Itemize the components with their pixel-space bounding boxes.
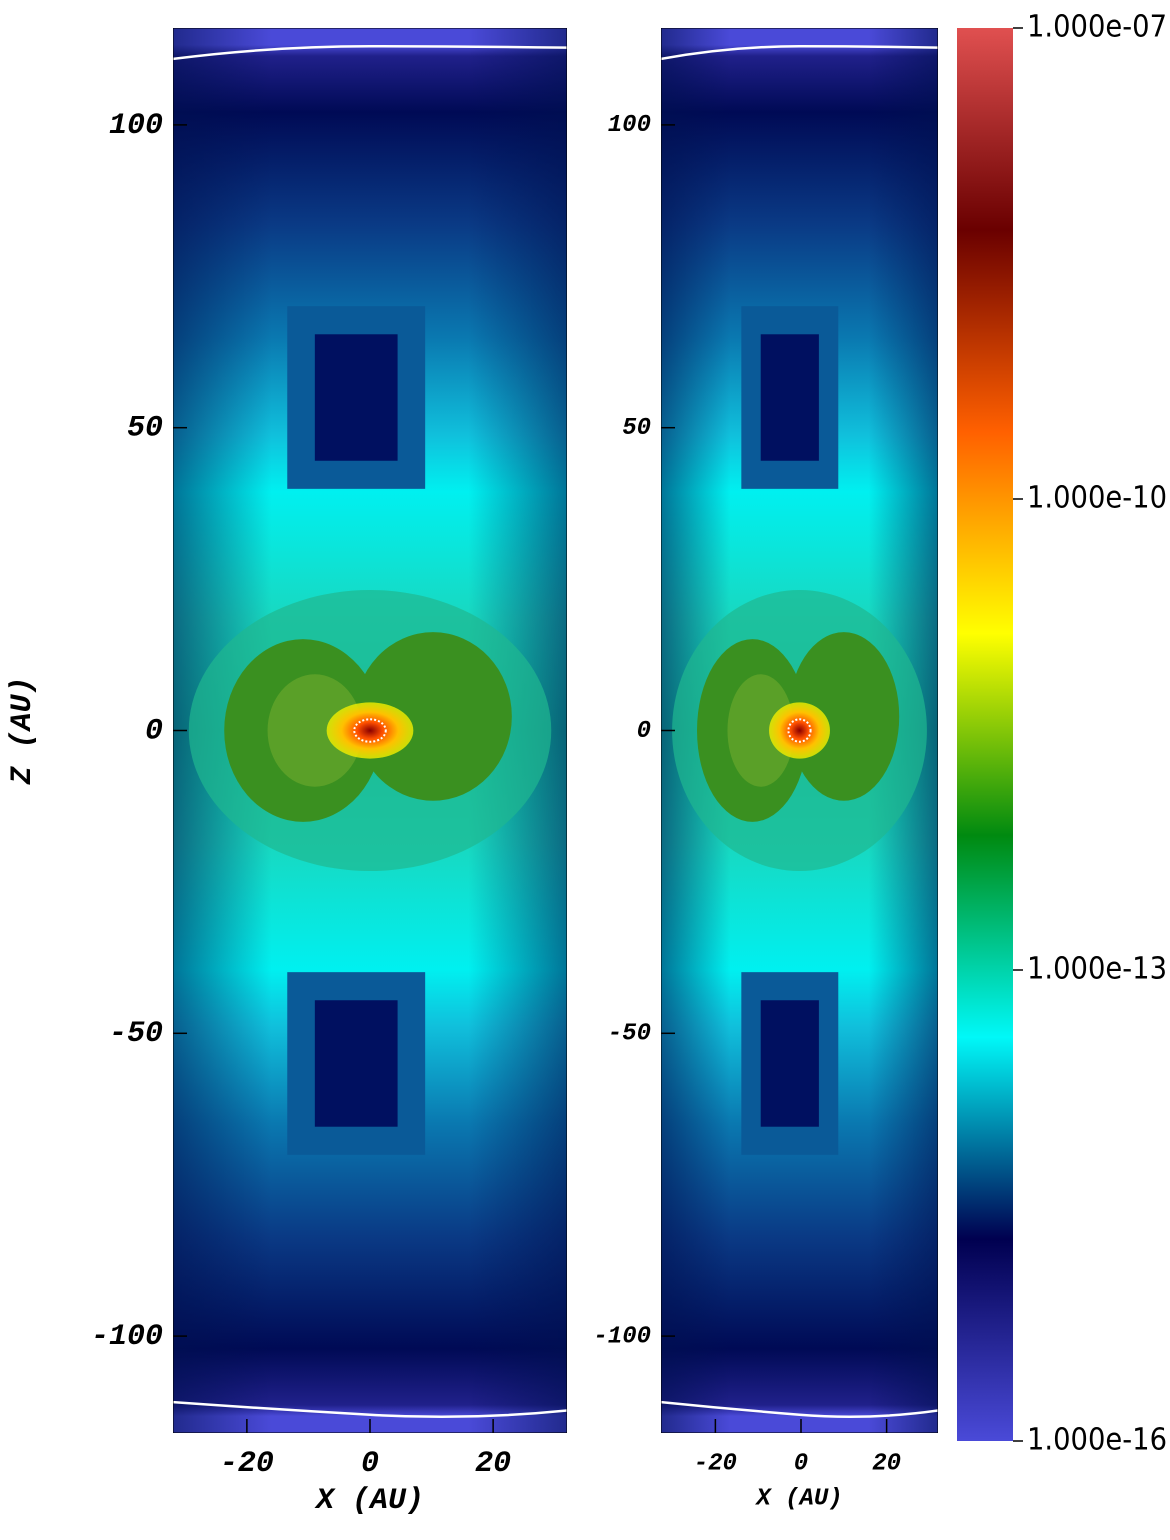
x-tick-label: 20 bbox=[475, 1447, 511, 1481]
x-tick-label: -20 bbox=[220, 1447, 274, 1481]
y-tick-label: 50 bbox=[622, 415, 651, 442]
x-tick-label: -20 bbox=[694, 1450, 737, 1477]
y-tick-label: 100 bbox=[608, 112, 651, 139]
colorbar-tick-label: 1.000e-10 bbox=[1027, 481, 1167, 516]
colorbar-tick-label: 1.000e-07 bbox=[1027, 10, 1167, 45]
x-tick-label: 0 bbox=[794, 1450, 808, 1477]
colorbar-tick-label: 1.000e-16 bbox=[1027, 1423, 1167, 1458]
x-tick-label: 20 bbox=[872, 1450, 901, 1477]
colorbar bbox=[957, 28, 1013, 1441]
x-tick-label: 0 bbox=[361, 1447, 379, 1481]
y-tick-label: -100 bbox=[91, 1320, 163, 1354]
y-tick-label: -50 bbox=[608, 1021, 651, 1048]
y-tick-label: 0 bbox=[637, 718, 651, 745]
x-axis-label: X (AU) bbox=[754, 1485, 842, 1512]
y-tick-label: -50 bbox=[109, 1017, 163, 1051]
density-map bbox=[661, 28, 938, 1433]
y-tick-label: 50 bbox=[127, 412, 163, 446]
y-tick-label: -100 bbox=[593, 1323, 651, 1350]
colorbar-tick-label: 1.000e-13 bbox=[1027, 952, 1167, 987]
y-tick-label: 100 bbox=[109, 109, 163, 143]
x-axis-label: X (AU) bbox=[314, 1484, 424, 1518]
y-tick-label: 0 bbox=[145, 714, 163, 748]
density-map bbox=[173, 28, 567, 1433]
y-axis-label: Z (AU) bbox=[6, 676, 40, 785]
